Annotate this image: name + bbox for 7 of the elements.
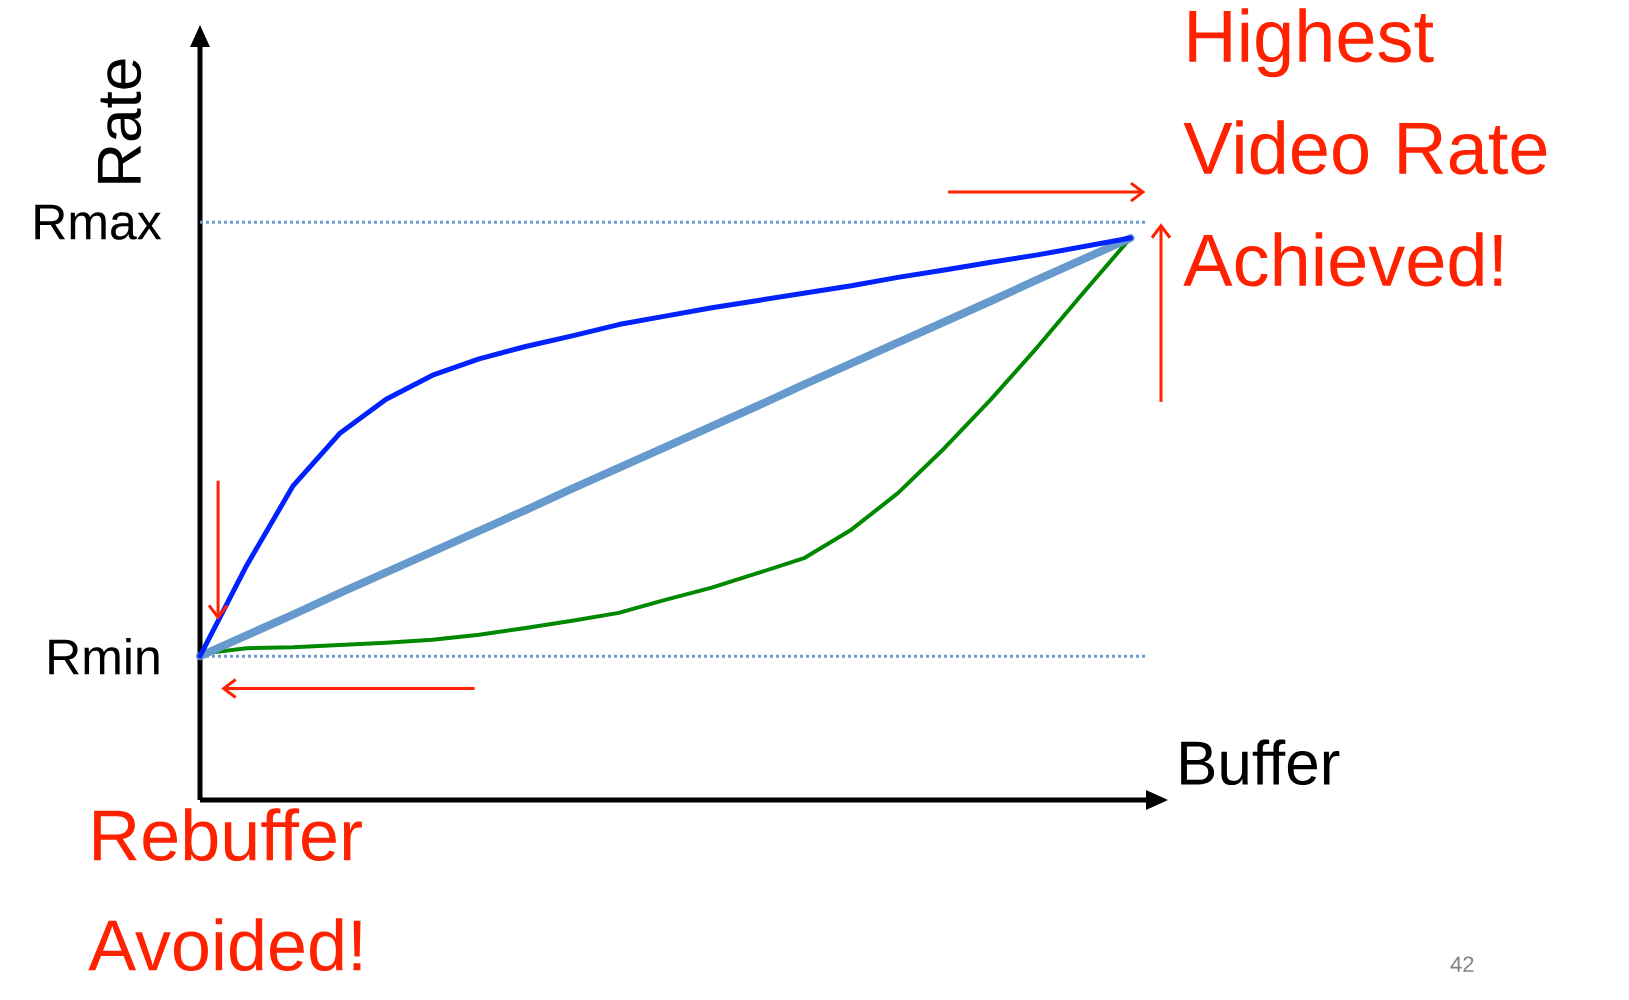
text: Rebuffer Avoided!: [88, 808, 362, 972]
y-axis-title: Rate: [97, 59, 142, 183]
x-axis-title: Buffer: [1181, 739, 1340, 786]
text: Highest Video Rate Achieved!: [1183, 8, 1547, 287]
ref-line-label: Rmax: [35, 204, 162, 240]
text: 42: [1450, 956, 1474, 972]
ref-line-label: Rmin: [49, 638, 159, 675]
